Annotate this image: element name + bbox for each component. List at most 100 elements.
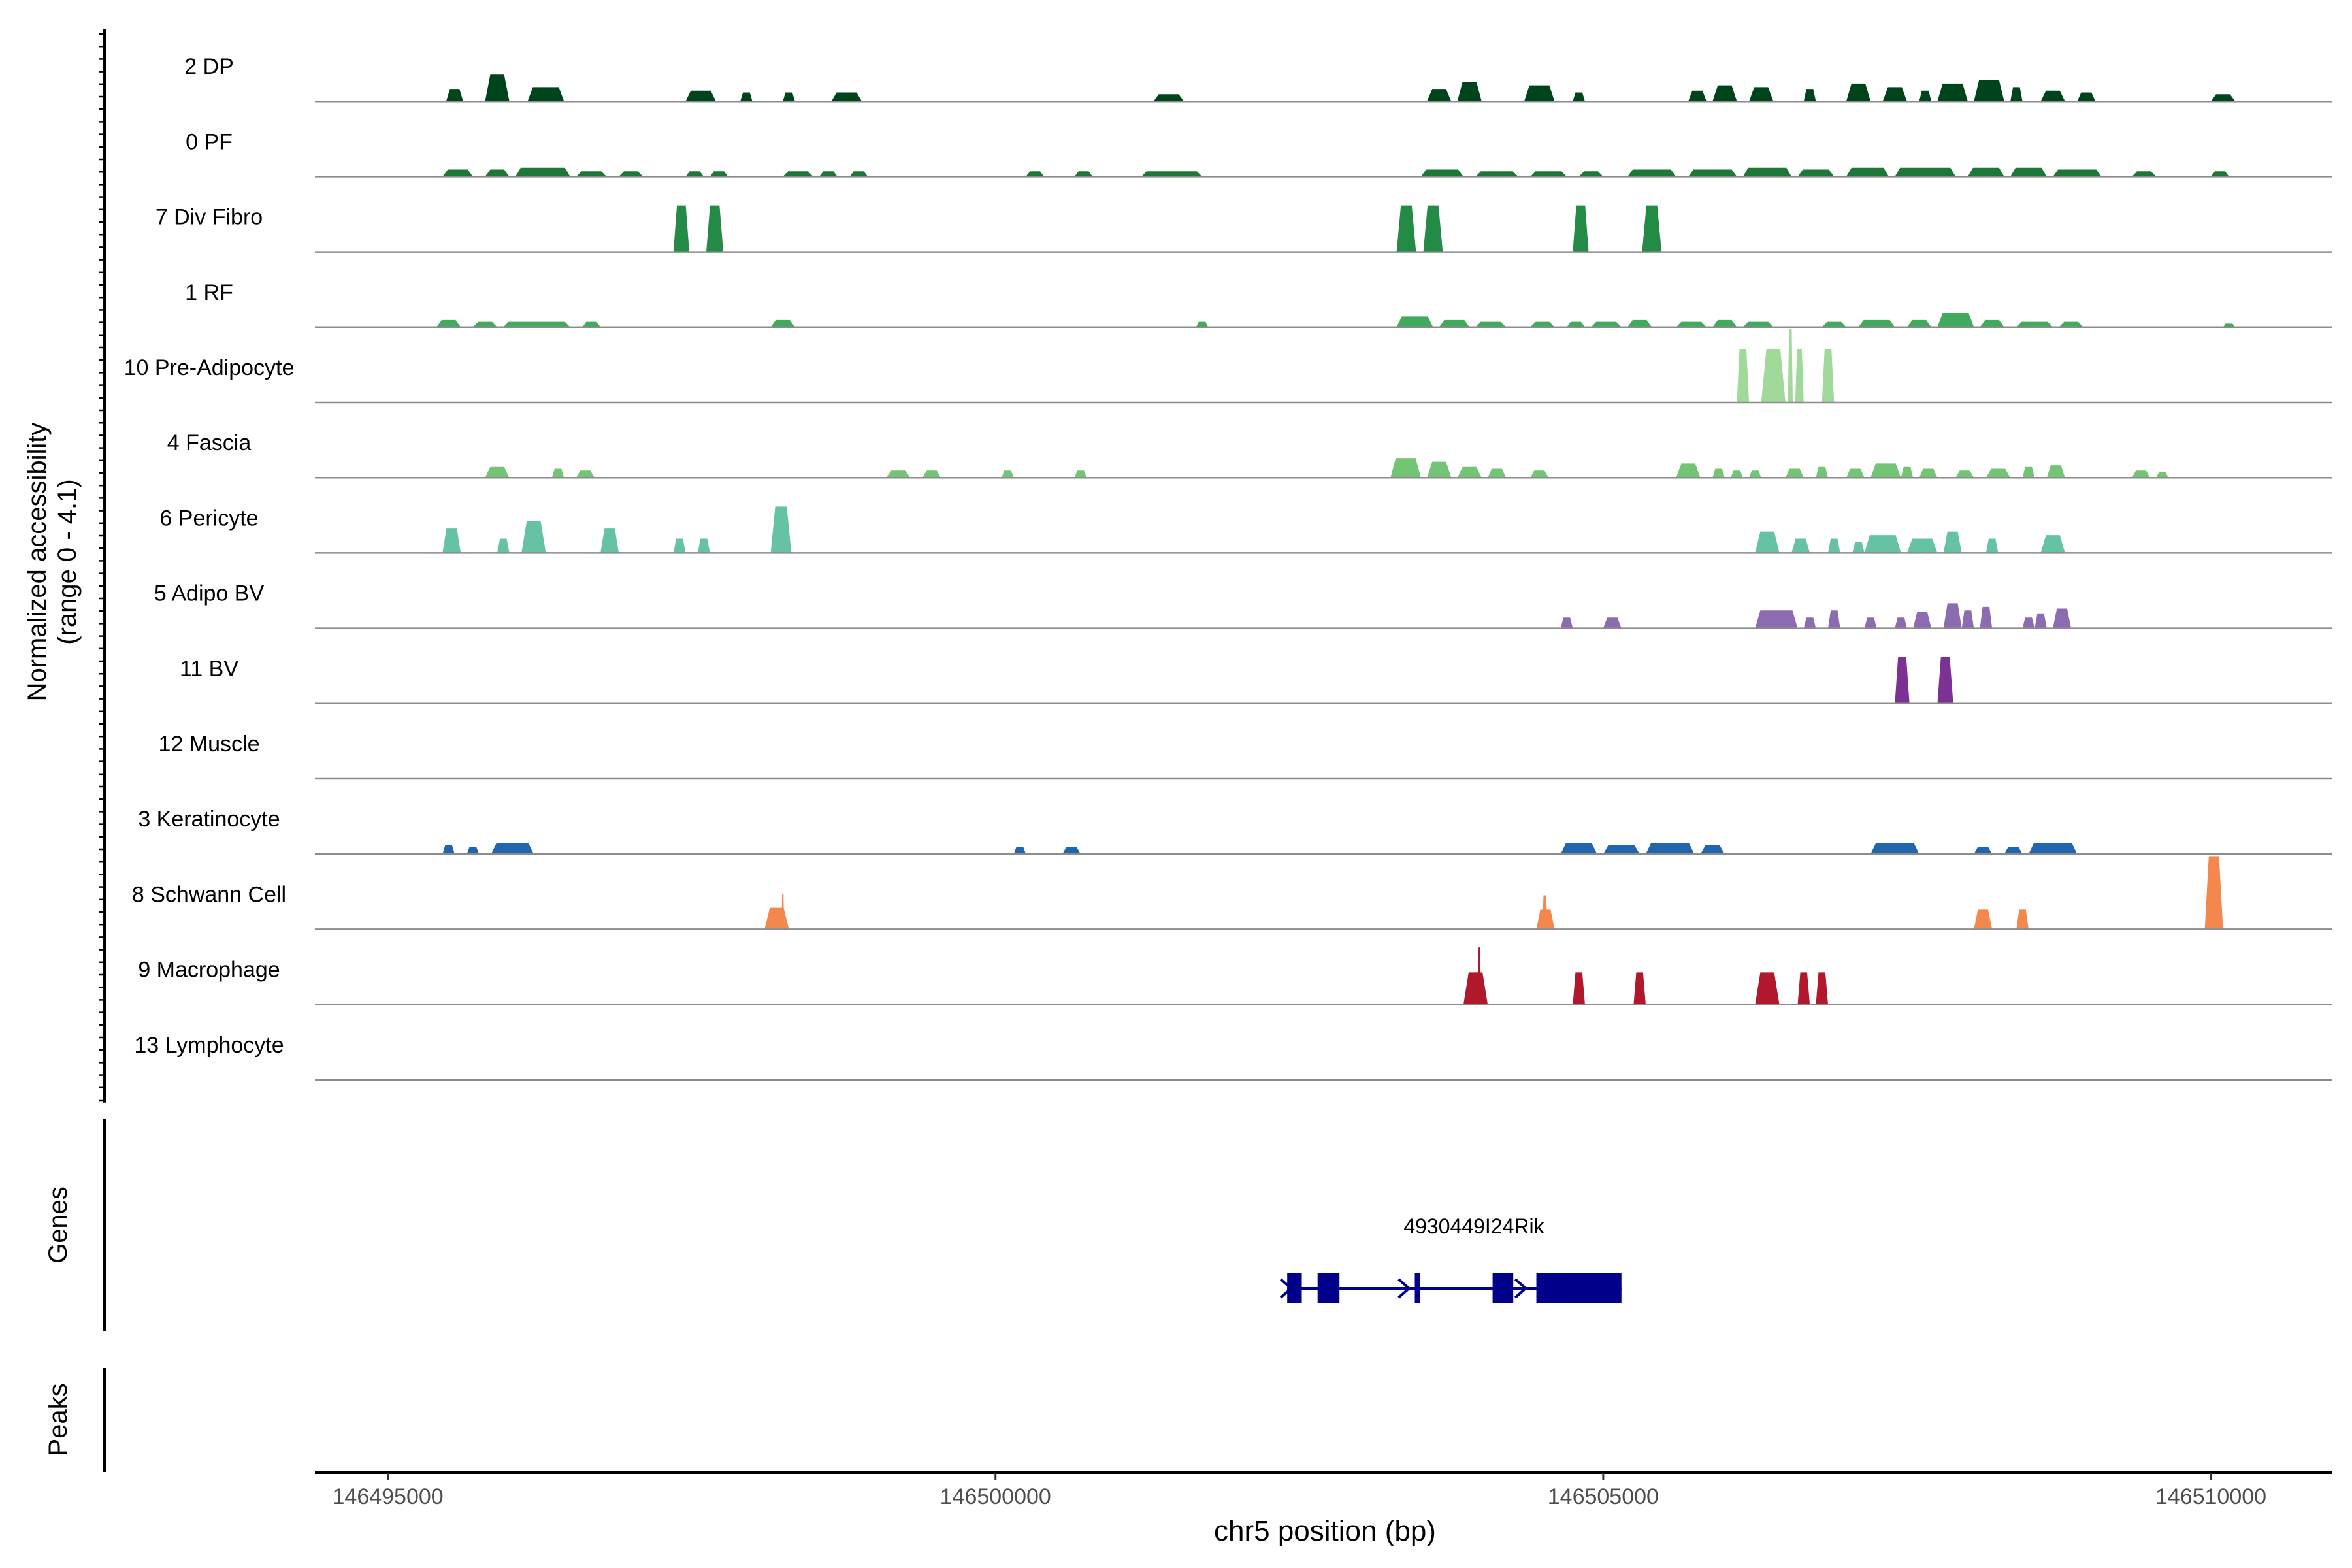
coverage-peak [1633,972,1646,1005]
coverage-peak [1567,321,1585,327]
coverage-peak [1913,612,1932,629]
coverage-peak [436,319,461,327]
coverage-peak [1858,319,1895,327]
coverage-peak [2040,90,2065,102]
coverage-peak [2132,470,2150,478]
gene-exon [1414,1273,1420,1303]
coverage-peak [1153,94,1184,102]
coverage-peak [1712,468,1725,478]
coverage-peak [1937,83,1968,102]
track-3: 7 Div Fibro [155,205,2332,253]
coverage-peak [1578,171,1603,177]
coverage-peak [1457,82,1482,102]
coverage-peak [582,321,601,327]
coverage-peak [576,171,607,177]
coverage-peak [923,470,941,478]
track-5: 10 Pre-Adipocyte [124,329,2332,404]
coverage-peak [1712,319,1737,327]
coverage-peak [1627,169,1676,177]
coverage-peak [485,466,510,478]
coverage-peak [1457,466,1482,478]
coverage-peak [1524,85,1555,102]
gene-strand-arrow [1397,1278,1411,1299]
coverage-peak [1755,972,1780,1005]
coverage-peak [1700,845,1725,855]
coverage-peak [1573,205,1589,252]
coverage-peak [1642,205,1662,252]
coverage-peak [1478,947,1480,1005]
coverage-peak [1980,606,1993,629]
coverage-peak [1530,321,1555,327]
track-12: 8 Schwann Cell [132,856,2332,930]
coverage-peak [1821,321,1846,327]
coverage-peak [1560,843,1597,855]
coverage-peak [1974,909,1993,930]
coverage-peak [770,506,792,553]
coverage-peak [1427,89,1452,102]
y-axis-label-line2: (range 0 - 4.1) [53,479,82,644]
coverage-peak [1002,470,1014,478]
coverage-peak [1396,316,1433,327]
coverage-peak [2132,171,2157,177]
x-axis-tick-label: 146510000 [2155,1484,2266,1509]
genes-panel-label: Genes [44,1186,73,1264]
coverage-peak [472,321,498,327]
gene-name-label: 4930449I24Rik [1403,1215,1544,1238]
coverage-peak [1985,468,2011,478]
coverage-peak [1427,461,1452,478]
coverage-peak [886,470,911,478]
coverage-peak [442,169,473,177]
coverage-peak [2028,843,2078,855]
coverage-peak [1895,657,1910,704]
coverage-peak [1560,617,1573,629]
track-6: 4 Fascia [167,431,2332,479]
coverage-peak [1816,972,1828,1005]
coverage-peak [1676,463,1701,478]
coverage-peak [2210,94,2236,102]
coverage-peak [1074,470,1087,478]
coverage-peak [1985,538,1999,553]
coverage-peak [710,171,728,177]
coverage-peak [1828,610,1840,629]
coverage-peak [1901,466,1914,478]
coverage-peak [2016,909,2029,930]
coverage-peak [1974,80,2004,102]
coverage-peak [1755,531,1780,553]
coverage-peak [619,171,644,177]
coverage-peak [740,92,753,102]
track-2: 0 PF [186,129,2332,178]
coverage-peak [1761,349,1786,402]
coverage-peak [1797,972,1810,1005]
coverage-peak [1439,319,1470,327]
gene-exon [1317,1273,1340,1303]
coverage-peak [1919,90,1932,102]
coverage-peak [2077,92,2096,102]
coverage-peak [1864,617,1877,629]
track-10: 12 Muscle [159,732,2332,780]
track-label: 13 Lymphocyte [134,1033,284,1058]
gene-annotation [1279,1273,1622,1303]
coverage-peak [1797,169,1835,177]
track-label: 5 Adipo BV [154,581,265,606]
coverage-peak [706,205,724,252]
coverage-peak [1542,895,1548,930]
y-axis [99,29,106,1103]
track-label: 10 Pre-Adipocyte [124,355,295,380]
coverage-peak [2210,171,2229,177]
coverage-peak [1821,349,1835,402]
coverage-peak [2040,535,2065,553]
peaks-panel-label: Peaks [44,1383,73,1456]
coverage-peak [1645,843,1695,855]
track-label: 9 Macrophage [138,958,280,983]
track-13: 9 Macrophage [138,947,2332,1005]
track-label: 3 Keratinocyte [138,807,280,832]
coverage-peak [521,521,546,553]
x-axis-tick-label: 146505000 [1548,1484,1659,1509]
track-label: 6 Pericyte [159,506,258,531]
coverage-peak [442,528,461,553]
x-axis-tick-label: 146495000 [333,1484,444,1509]
coverage-peak [1828,538,1840,553]
y-axis-label-line1: Normalized accessibility [23,423,52,702]
coverage-peak [515,167,570,177]
coverage-peak [1603,845,1640,855]
